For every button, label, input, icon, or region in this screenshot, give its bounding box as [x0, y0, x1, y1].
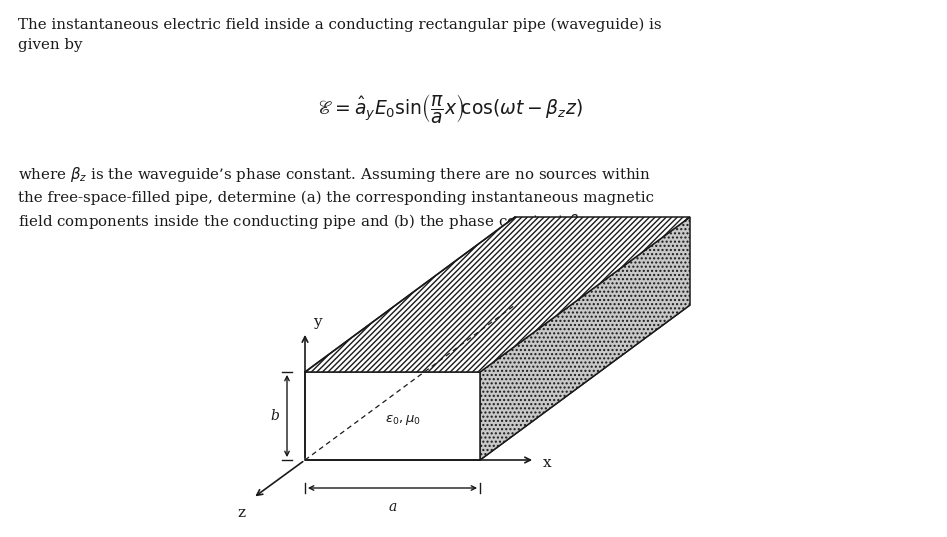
Text: y: y: [313, 315, 322, 329]
Polygon shape: [305, 372, 480, 460]
Polygon shape: [305, 217, 690, 372]
Text: where $\beta_z$ is the waveguide’s phase constant. Assuming there are no sources: where $\beta_z$ is the waveguide’s phase…: [18, 165, 654, 231]
Polygon shape: [305, 305, 690, 460]
Text: z: z: [237, 506, 245, 520]
Text: The instantaneous electric field inside a conducting rectangular pipe (waveguide: The instantaneous electric field inside …: [18, 18, 662, 53]
Text: x: x: [543, 456, 551, 470]
Polygon shape: [480, 217, 690, 460]
Text: $\varepsilon_0, \mu_0$: $\varepsilon_0, \mu_0$: [384, 413, 420, 427]
Text: $\mathscr{E} = \hat{a}_y E_0 \sin\!\left(\dfrac{\pi}{a}x\right)\!\cos\!\left(\om: $\mathscr{E} = \hat{a}_y E_0 \sin\!\left…: [317, 92, 583, 125]
Text: b: b: [270, 409, 279, 423]
Text: a: a: [388, 500, 397, 514]
